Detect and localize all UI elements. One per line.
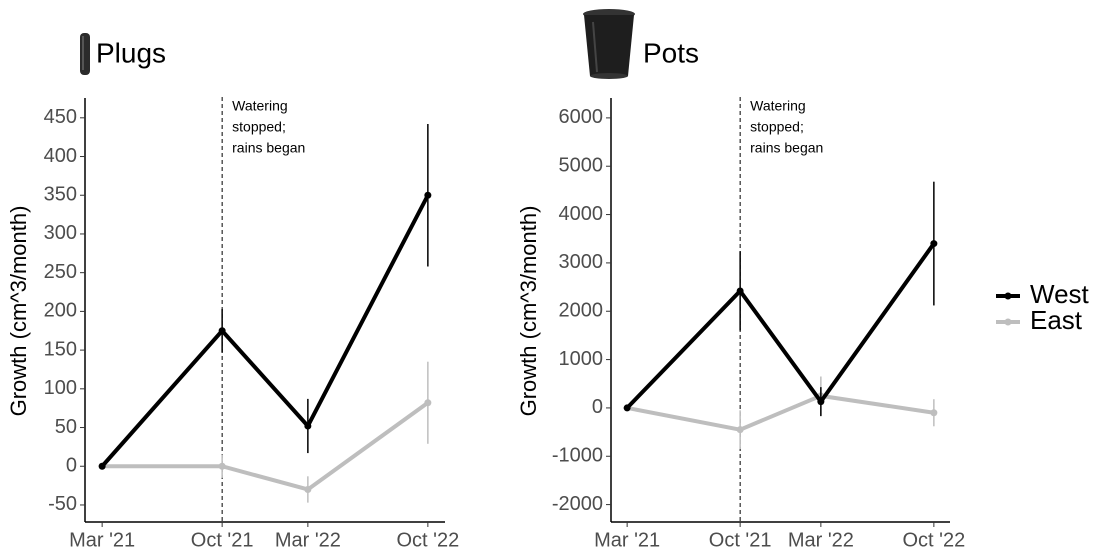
point [736, 426, 744, 434]
point [304, 422, 312, 430]
x-tick-label: Oct '22 [902, 529, 965, 551]
annotation-text: rains began [750, 140, 823, 156]
point [424, 399, 432, 407]
legend-dot [1004, 292, 1012, 300]
pot-icon [583, 9, 635, 79]
chart-title: Plugs [96, 37, 166, 68]
y-tick-label: 400 [44, 145, 77, 167]
y-tick-label: 150 [44, 338, 77, 360]
annotation-text: rains began [232, 140, 305, 156]
point [930, 240, 938, 248]
x-tick-label: Mar '22 [275, 529, 341, 551]
series-line [100, 194, 430, 468]
y-tick-label: -1000 [552, 445, 603, 467]
y-axis-label: Growth (cm^3/month) [516, 206, 541, 417]
point [817, 398, 825, 406]
annotation-text: stopped; [232, 119, 286, 135]
y-tick-label: 250 [44, 261, 77, 283]
point [304, 485, 312, 493]
series-line [625, 242, 936, 410]
annotation-text: Watering [750, 98, 806, 114]
series-line [102, 401, 430, 492]
y-tick-label: 6000 [559, 106, 604, 128]
plug-icon [80, 33, 90, 75]
point [424, 191, 432, 199]
x-tick-label: Oct '22 [396, 529, 459, 551]
y-tick-label: 350 [44, 184, 77, 206]
y-tick-label: 200 [44, 300, 77, 322]
y-axis-label: Growth (cm^3/month) [6, 206, 31, 417]
chart-title: Pots [643, 37, 699, 68]
y-tick-label: 450 [44, 106, 77, 128]
legend-label: East [1030, 305, 1083, 335]
point [930, 409, 938, 417]
y-tick-label: 0 [66, 455, 77, 477]
y-tick-label: -50 [48, 493, 77, 515]
series-line [626, 393, 935, 432]
annotation-text: Watering [232, 98, 288, 114]
y-tick-label: 1000 [559, 348, 604, 370]
annotation-text: stopped; [750, 119, 804, 135]
x-tick-label: Oct '21 [709, 529, 772, 551]
point [98, 462, 106, 470]
y-tick-label: 3000 [559, 251, 604, 273]
point [736, 287, 744, 295]
legend-dot [1004, 318, 1012, 326]
legend-label: West [1030, 279, 1090, 309]
point [218, 327, 226, 335]
y-tick-label: 5000 [559, 155, 604, 177]
point [623, 404, 631, 412]
y-tick-label: -2000 [552, 493, 603, 515]
y-tick-label: 2000 [559, 300, 604, 322]
y-tick-label: 4000 [559, 203, 604, 225]
y-tick-label: 0 [592, 396, 603, 418]
y-tick-label: 300 [44, 222, 77, 244]
x-tick-label: Mar '21 [69, 529, 135, 551]
y-tick-label: 100 [44, 377, 77, 399]
x-tick-label: Oct '21 [191, 529, 254, 551]
point [218, 462, 226, 470]
x-tick-label: Mar '21 [594, 529, 660, 551]
y-tick-label: 50 [55, 416, 77, 438]
x-tick-label: Mar '22 [788, 529, 854, 551]
